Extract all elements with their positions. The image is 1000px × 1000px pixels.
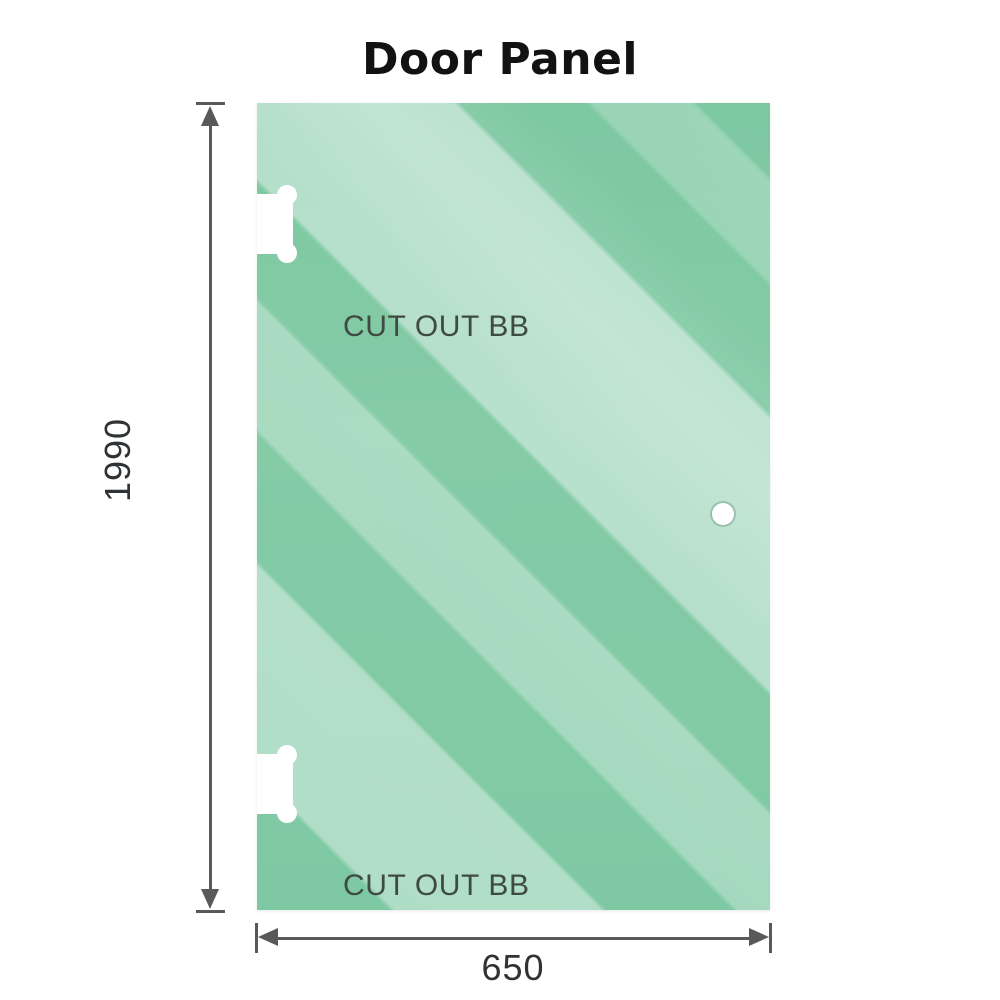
glass-door-panel: CUT OUT BB CUT OUT BB — [257, 103, 770, 910]
notch-lobe-bottom-icon — [277, 243, 297, 263]
dimension-shaft — [265, 937, 762, 940]
width-dimension-line — [247, 922, 780, 954]
width-dimension-label: 650 — [481, 947, 545, 988]
arrow-down-icon — [201, 889, 219, 909]
height-dimension-line — [195, 95, 225, 920]
notch-lobe-top-icon — [277, 745, 297, 765]
cutout-label-lower: CUT OUT BB — [343, 869, 530, 902]
page-title: Door Panel — [361, 34, 638, 85]
arrow-right-icon — [749, 928, 769, 946]
dimension-cap-left — [255, 923, 258, 953]
dimension-cap-bottom — [196, 910, 225, 913]
arrow-left-icon — [258, 928, 278, 946]
cutout-notch-lower — [257, 745, 297, 823]
notch-lobe-top-icon — [277, 185, 297, 205]
notch-lobe-bottom-icon — [277, 803, 297, 823]
height-dimension-label: 1990 — [97, 417, 138, 503]
dimension-shaft — [209, 113, 212, 902]
dimension-cap-top — [196, 102, 225, 105]
cutout-label-upper: CUT OUT BB — [343, 310, 530, 343]
cutout-notch-upper — [257, 185, 297, 263]
panel-glass-surface — [257, 103, 770, 910]
arrow-up-icon — [201, 106, 219, 126]
handle-hole-icon — [712, 503, 734, 525]
dimension-cap-right — [769, 923, 772, 953]
